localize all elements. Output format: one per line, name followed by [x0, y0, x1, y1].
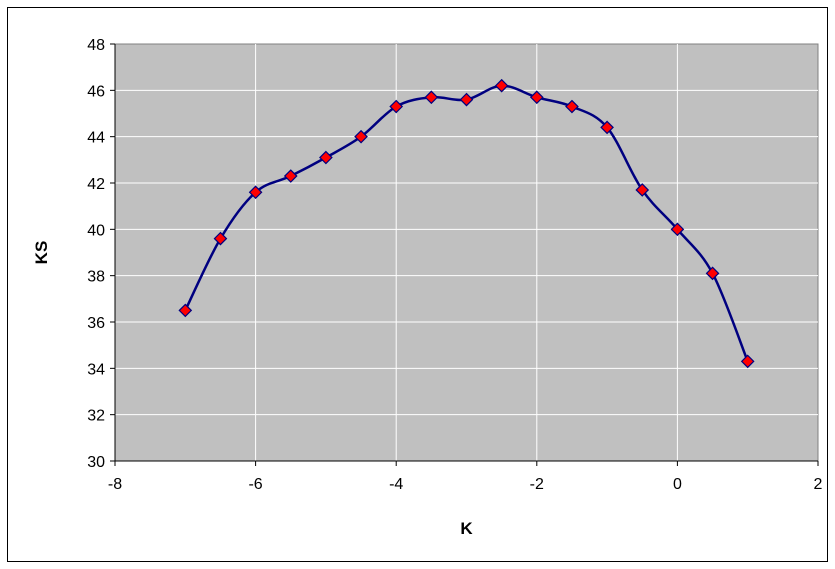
data-point-marker	[178, 303, 193, 318]
data-point-marker	[565, 99, 579, 114]
data-point-marker	[248, 185, 263, 200]
data-point-marker	[635, 183, 650, 197]
series-layer	[178, 78, 755, 369]
y-tick-label: 30	[87, 454, 105, 471]
y-tick-label: 46	[87, 83, 105, 100]
x-tick-label: 0	[673, 476, 682, 493]
x-axis-title: K	[460, 519, 473, 538]
data-point-marker	[389, 99, 404, 114]
y-tick-label: 44	[87, 130, 105, 147]
data-point-marker	[670, 222, 685, 237]
data-point-marker	[459, 92, 474, 107]
y-tick-label: 42	[87, 176, 105, 193]
x-tick-label: -6	[248, 476, 262, 493]
data-point-marker	[424, 90, 439, 105]
data-point-marker	[213, 231, 228, 246]
y-tick-label: 36	[87, 315, 105, 332]
gridlines	[115, 44, 818, 461]
data-point-marker	[283, 169, 298, 183]
data-point-marker	[600, 120, 614, 135]
x-tick-label: -8	[108, 476, 122, 493]
x-tick-label: -4	[389, 476, 403, 493]
y-tick-label: 38	[87, 269, 105, 286]
plot-area	[114, 43, 819, 462]
y-tick-label: 40	[87, 222, 105, 239]
data-point-marker	[319, 150, 333, 165]
axes: 30 32 34 36 38 40 42 44 46 48 -8 -6 -4 -2 0 2	[87, 37, 822, 493]
x-tick-label: 2	[814, 476, 823, 493]
y-axis-title: KS	[32, 241, 51, 265]
y-tick-label: 34	[87, 361, 105, 378]
data-point-marker	[529, 90, 544, 105]
x-tick-label: -2	[530, 476, 544, 493]
y-tick-label: 32	[87, 408, 105, 425]
data-point-marker	[705, 266, 720, 281]
data-point-marker	[354, 129, 368, 144]
y-tick-label: 48	[87, 37, 105, 54]
data-point-marker	[494, 78, 509, 93]
data-point-marker	[740, 354, 755, 369]
